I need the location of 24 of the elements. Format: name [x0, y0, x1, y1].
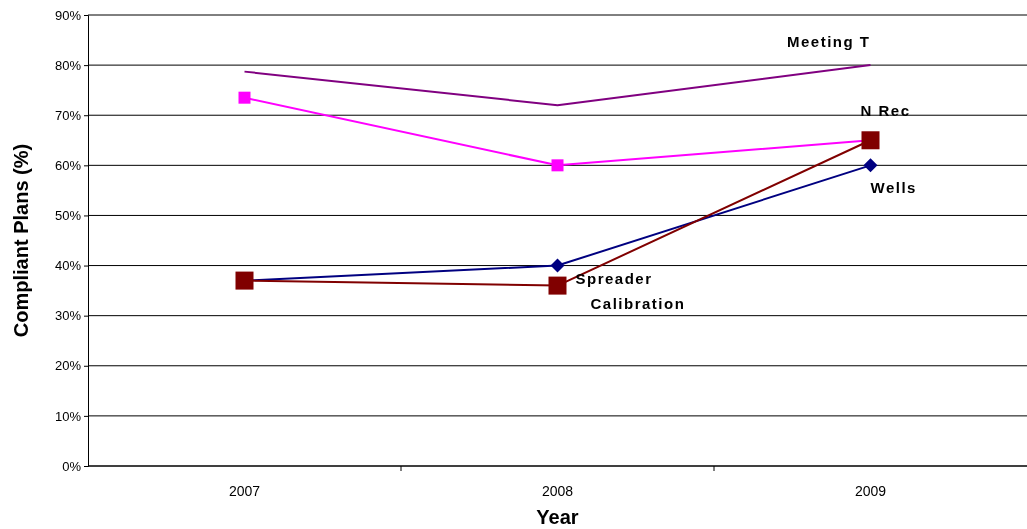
- y-tick-label: 40%: [54, 258, 82, 274]
- y-tick-label: 60%: [54, 157, 82, 173]
- y-tick-label: 20%: [54, 358, 82, 374]
- point: [548, 276, 567, 295]
- y-tick-label: 50%: [54, 208, 82, 224]
- series-label: Meeting T: [787, 33, 871, 51]
- series-label: Wells: [870, 179, 917, 197]
- point: [550, 258, 565, 273]
- series-label: Spreader Calibration: [575, 269, 686, 312]
- x-axis-title: Year: [536, 506, 579, 528]
- y-tick-label: 70%: [54, 107, 82, 123]
- y-tick-label: 90%: [54, 7, 82, 23]
- y-tick-label: 30%: [54, 308, 82, 324]
- point: [863, 158, 878, 173]
- y-tick-label: 0%: [62, 458, 82, 474]
- point: [551, 159, 564, 172]
- x-tick-label: 2009: [854, 483, 887, 499]
- x-tick-label: 2007: [228, 483, 261, 499]
- point: [238, 91, 251, 104]
- y-tick-label: 80%: [54, 57, 82, 73]
- y-axis-title: Compliant Plans (%): [10, 143, 32, 338]
- x-tick-label: 2008: [541, 483, 574, 499]
- y-tick-label: 10%: [54, 408, 82, 424]
- series-label: N Rec: [860, 102, 911, 120]
